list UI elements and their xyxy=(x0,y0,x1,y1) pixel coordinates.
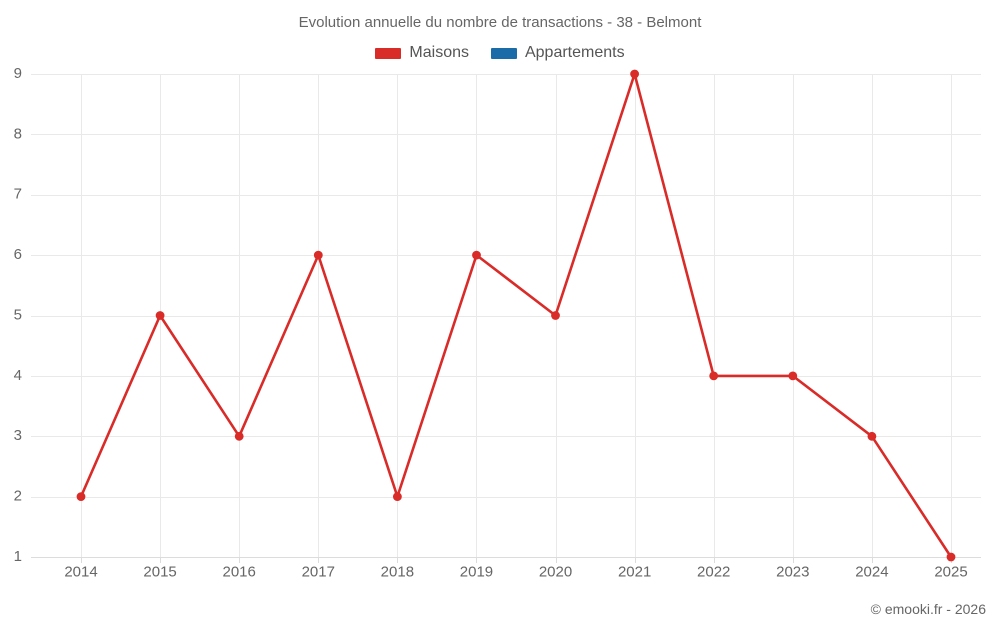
y-axis-tick-label: 4 xyxy=(14,367,22,384)
legend-label-appartements: Appartements xyxy=(524,44,625,61)
x-axis-tick-label: 2021 xyxy=(618,563,651,580)
x-axis-tick-label: 2022 xyxy=(697,563,730,580)
y-axis-tick-label: 5 xyxy=(14,306,22,323)
y-axis-tick-label: 8 xyxy=(14,125,22,142)
legend-item-appartements[interactable]: Appartements xyxy=(490,44,625,62)
x-axis-tick-label: 2018 xyxy=(381,563,414,580)
series-line xyxy=(79,72,953,559)
x-axis-tick-label: 2016 xyxy=(222,563,255,580)
y-axis-tick-label: 2 xyxy=(14,488,22,505)
data-point-marker[interactable] xyxy=(867,431,877,441)
x-axis-tick-labels: 2014 2015 2016 2017 2018 2019 2020 2021 2022 2023… xyxy=(64,563,967,580)
data-point-marker[interactable] xyxy=(788,371,798,381)
y-axis-tick-label: 1 xyxy=(14,548,22,565)
data-point-marker[interactable] xyxy=(155,311,165,320)
x-axis-tick-label: 2023 xyxy=(776,563,809,580)
y-axis-tick-label: 6 xyxy=(14,246,22,263)
series-maisons xyxy=(76,69,956,562)
data-point-marker[interactable] xyxy=(946,552,956,562)
data-point-marker[interactable] xyxy=(313,250,323,260)
data-point-marker[interactable] xyxy=(709,371,719,381)
x-axis-tick-label: 2025 xyxy=(934,563,967,580)
x-axis-tick-label: 2024 xyxy=(855,563,888,580)
legend-swatch-appartements xyxy=(490,47,517,59)
y-axis-tick-label: 3 xyxy=(14,427,22,444)
chart-legend: Maisons Appartements xyxy=(0,44,1000,62)
x-axis-tick-label: 2014 xyxy=(64,563,97,580)
data-point-marker[interactable] xyxy=(472,250,481,260)
copyright-credit: © emooki.fr - 2026 xyxy=(870,601,986,617)
data-point-marker[interactable] xyxy=(551,311,560,320)
x-axis-tick-label: 2019 xyxy=(460,563,493,580)
horizontal-gridlines xyxy=(31,74,981,558)
y-axis-tick-label: 7 xyxy=(14,186,22,203)
data-point-marker[interactable] xyxy=(76,492,86,501)
legend-swatch-maisons xyxy=(375,47,402,59)
legend-label-maisons: Maisons xyxy=(409,44,469,61)
x-axis-tick-label: 2015 xyxy=(143,563,176,580)
x-axis-tick-label: 2020 xyxy=(539,563,572,580)
vertical-gridlines xyxy=(81,74,952,557)
chart-title: Evolution annuelle du nombre de transact… xyxy=(298,14,702,31)
data-point-marker[interactable] xyxy=(234,431,244,441)
data-point-marker[interactable] xyxy=(630,69,639,79)
y-axis-tick-labels: 1 2 3 4 5 6 7 8 9 xyxy=(14,65,22,565)
data-point-marker[interactable] xyxy=(393,492,402,501)
x-axis-tick-label: 2017 xyxy=(302,563,335,580)
legend-item-maisons[interactable]: Maisons xyxy=(375,44,469,62)
y-axis-tick-label: 9 xyxy=(14,65,22,82)
data-series-layer xyxy=(76,69,956,562)
